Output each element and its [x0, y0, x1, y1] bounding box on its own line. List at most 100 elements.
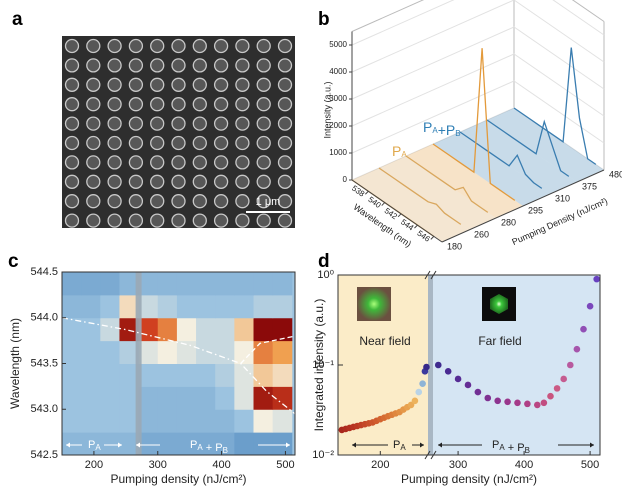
- x-tick: [365, 190, 369, 195]
- pillar: [150, 58, 165, 73]
- heatmap-cell: [215, 317, 235, 342]
- spectrum: [405, 155, 489, 213]
- inset-image: [357, 287, 391, 321]
- heatmap-cell: [272, 409, 293, 433]
- data-point: [423, 363, 430, 371]
- pillar: [235, 135, 250, 151]
- heatmap-cell: [157, 317, 178, 342]
- annotation-text: P: [392, 143, 401, 159]
- data-point: [464, 381, 472, 389]
- annotation-subscript: A: [499, 443, 505, 452]
- pillar: [277, 58, 293, 73]
- pillar: [277, 77, 293, 92]
- heatmap-cell: [157, 340, 178, 364]
- panel-label: a: [12, 9, 23, 30]
- pillar: [213, 97, 229, 112]
- pillar: [128, 135, 144, 151]
- y-tick-label: 10⁻¹: [312, 359, 334, 371]
- pillar: [64, 174, 80, 189]
- micrograph: 1 μm: [62, 36, 295, 228]
- y-tick-label: 3000: [329, 94, 347, 103]
- y-tick-label: 544.0: [30, 312, 58, 324]
- heatmap-cell: [196, 272, 216, 296]
- x-axis-label: Pumping density (nJ/cm²): [110, 472, 246, 486]
- pillar: [64, 97, 80, 112]
- pillar: [64, 116, 80, 131]
- pillar: [235, 194, 250, 209]
- data-point: [566, 361, 574, 369]
- heatmap-cell: [253, 432, 274, 456]
- pillar: [277, 155, 293, 170]
- pillar: [256, 116, 271, 131]
- pillar: [256, 135, 271, 151]
- floor-shade: [379, 156, 496, 230]
- annotation: PA + PB: [492, 439, 530, 455]
- pillar: [171, 213, 186, 228]
- pillar: [107, 155, 122, 170]
- data-point: [560, 375, 567, 383]
- heatmap-cell: [81, 386, 101, 410]
- heatmap-cell: [176, 409, 197, 433]
- box-edge: [351, 0, 425, 32]
- heatmap-cell: [272, 317, 293, 342]
- pillar: [192, 38, 207, 54]
- heatmap-cell: [157, 409, 178, 433]
- pillar: [277, 135, 293, 151]
- floor-shade: [406, 144, 523, 218]
- pillar: [235, 58, 250, 73]
- floor-shade: [487, 108, 604, 182]
- pillar: [213, 58, 229, 73]
- heatmap-cell: [253, 294, 274, 319]
- pillar: [235, 174, 250, 189]
- pillar: [86, 58, 101, 73]
- y-tick-label: 5000: [329, 40, 347, 49]
- panel-label: c: [8, 251, 19, 272]
- pillar: [256, 58, 271, 73]
- pillar: [107, 194, 122, 209]
- y-axis-label: Intensity (a.u.): [322, 81, 332, 138]
- heatmap-cell: [234, 386, 255, 410]
- pillar: [128, 213, 144, 228]
- heatmap-cell: [157, 432, 178, 456]
- annotation-text: + P: [203, 442, 223, 454]
- pillar: [86, 213, 101, 228]
- grid-line: [351, 80, 605, 154]
- heatmap-cell: [215, 432, 235, 456]
- pillar: [107, 38, 122, 54]
- pillar: [107, 58, 122, 73]
- pillar: [64, 155, 80, 170]
- panel-label: d: [318, 251, 330, 272]
- pillar: [128, 155, 144, 170]
- annotation: PA: [88, 439, 101, 452]
- pillar: [171, 116, 186, 131]
- heatmap-cell: [100, 432, 120, 456]
- pillar: [171, 174, 186, 189]
- data-point: [553, 385, 561, 392]
- heatmap-cell: [81, 363, 101, 387]
- pillar: [256, 97, 271, 112]
- spectrum: [513, 47, 597, 165]
- heatmap-cell: [176, 363, 197, 387]
- grid-line: [351, 0, 605, 73]
- pillar: [171, 194, 186, 209]
- heatmap-cell: [253, 386, 274, 410]
- annotation: PA + PB: [190, 439, 228, 455]
- pillar: [64, 58, 80, 73]
- z-tick-label: 480: [609, 169, 622, 179]
- heatmap-cell: [100, 294, 120, 319]
- spectrum: [486, 119, 570, 177]
- heatmap-cell: [62, 363, 82, 387]
- data-point: [434, 361, 442, 369]
- axis-break-mark: [424, 450, 437, 460]
- pillar: [64, 38, 80, 54]
- pillar: [86, 194, 101, 209]
- pillar: [277, 97, 293, 112]
- heatmap-cell: [253, 409, 274, 433]
- pillar: [128, 116, 144, 131]
- annotation-subscript: A: [432, 126, 438, 135]
- heatmap-cell: [196, 386, 216, 410]
- pillar: [213, 155, 229, 170]
- annotation-subscript: A: [95, 443, 101, 452]
- heatmap-cell: [215, 272, 235, 296]
